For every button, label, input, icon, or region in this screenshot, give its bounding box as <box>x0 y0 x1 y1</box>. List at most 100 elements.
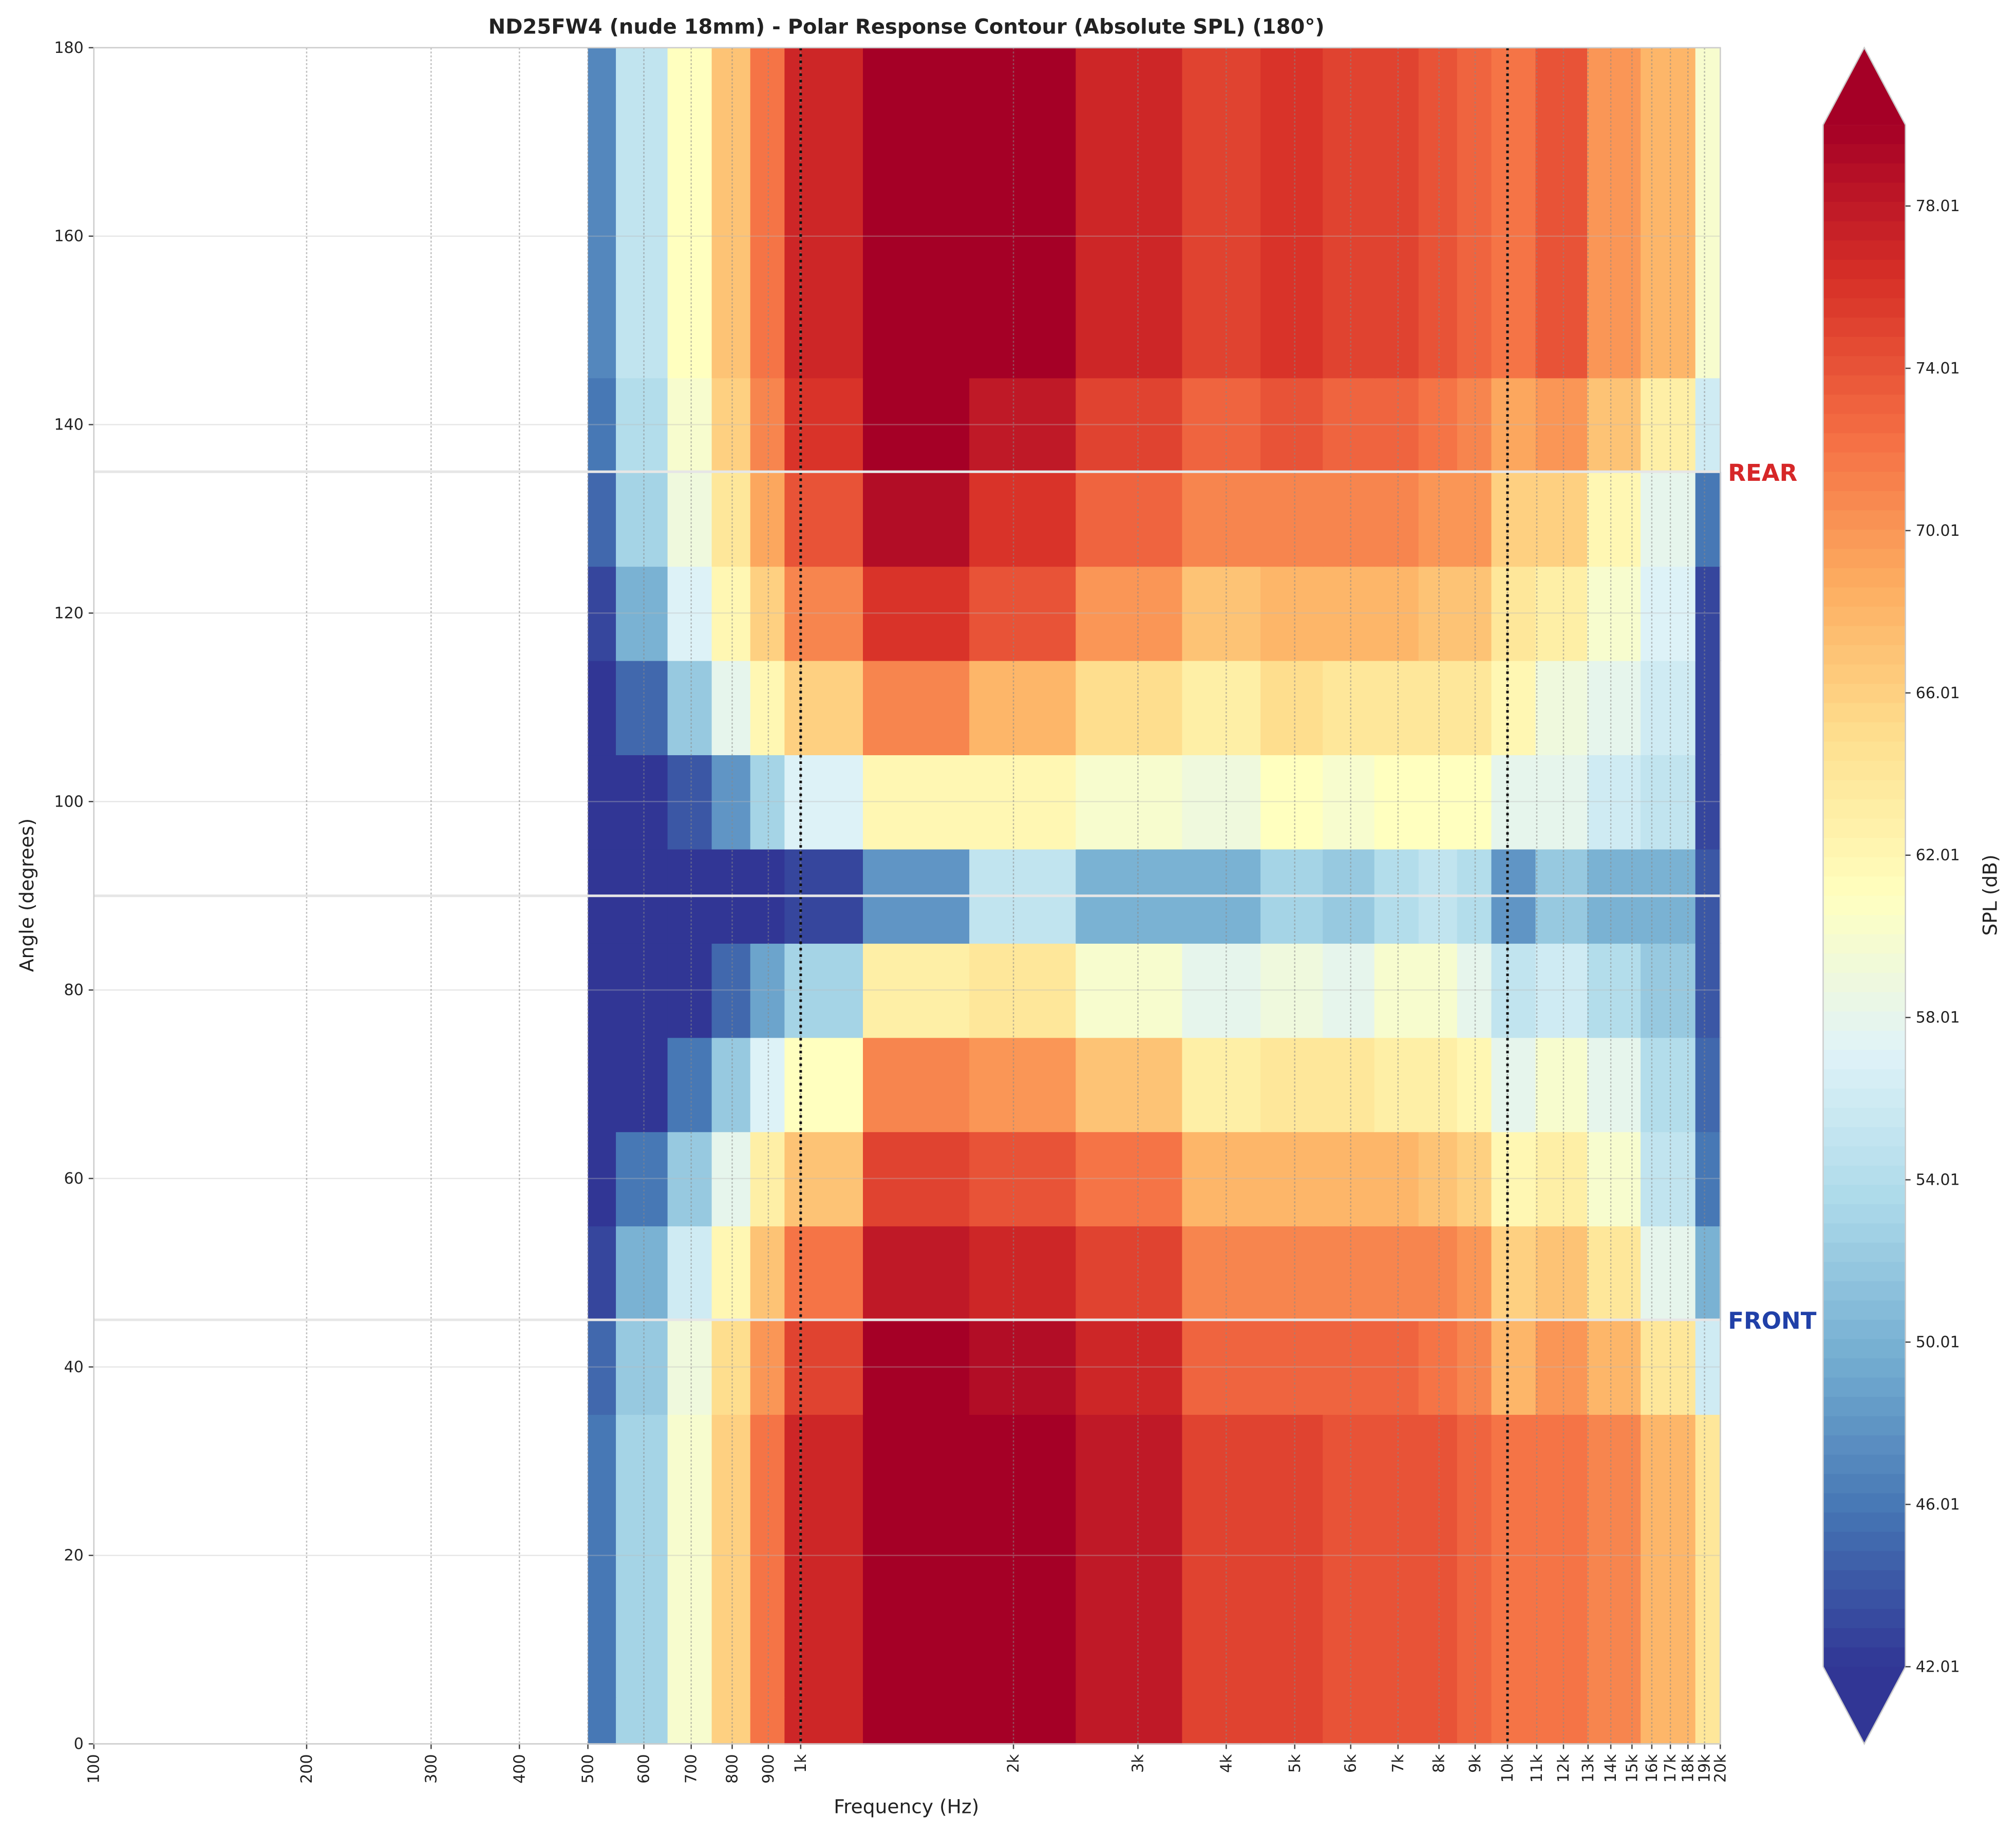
colorbar-segment <box>1823 1435 1906 1455</box>
heat-cell <box>1260 95 1324 190</box>
heat-cell <box>784 95 864 190</box>
colorbar-segment <box>1823 298 1906 319</box>
heat-cell <box>1418 472 1458 567</box>
heat-cell <box>1457 1696 1493 1745</box>
heat-cell <box>1374 1508 1420 1603</box>
heat-cell <box>1587 472 1642 567</box>
colorbar-segment <box>1823 1165 1906 1186</box>
x-tick-label: 10k <box>1499 1754 1517 1783</box>
y-tick-label: 160 <box>54 228 83 246</box>
heat-cell <box>1076 1414 1183 1509</box>
heat-cell <box>1374 95 1420 190</box>
heat-cell <box>711 283 751 379</box>
heat-cell <box>1587 47 1642 96</box>
colorbar-segment <box>1823 1589 1906 1610</box>
colorbar-segment <box>1823 818 1906 839</box>
heat-cell <box>1374 1602 1420 1698</box>
heat-cell <box>1374 1320 1420 1415</box>
heat-cell <box>1641 1320 1697 1415</box>
colorbar-segment <box>1823 741 1906 762</box>
heat-cell <box>1641 1508 1697 1603</box>
heat-cell <box>1182 1414 1261 1509</box>
heat-cell <box>711 754 751 850</box>
heat-cell <box>863 377 970 473</box>
colorbar-segment <box>1823 1088 1906 1109</box>
y-tick-label: 80 <box>64 981 84 999</box>
heat-cell <box>1260 472 1324 567</box>
heat-cell <box>1535 189 1588 284</box>
heat-cell <box>1182 95 1261 190</box>
heat-cell <box>1418 943 1458 1038</box>
colorbar-segment <box>1823 1493 1906 1513</box>
heat-cell <box>667 754 713 850</box>
heat-cell <box>1695 1696 1721 1745</box>
heat-cell <box>616 1131 669 1227</box>
heat-cell <box>1374 377 1420 473</box>
heat-cell <box>1535 943 1588 1038</box>
heat-cell <box>1323 566 1376 661</box>
heat-cell <box>1182 1131 1261 1227</box>
heat-cell <box>1535 1508 1588 1603</box>
heat-cell <box>750 1696 785 1745</box>
heat-cell <box>969 754 1077 850</box>
heat-cell <box>784 472 864 567</box>
heat-cell <box>1076 1696 1183 1745</box>
colorbar-segment <box>1823 336 1906 357</box>
heat-cell <box>1260 1696 1324 1745</box>
heat-cell <box>1535 566 1588 661</box>
heat-cell <box>588 754 617 850</box>
heat-cell <box>588 47 617 96</box>
colorbar-segment <box>1823 1146 1906 1167</box>
heat-cell <box>969 1414 1077 1509</box>
heat-cell <box>711 1414 751 1509</box>
heat-cell <box>1491 95 1536 190</box>
heat-cell <box>784 1320 864 1415</box>
heat-cell <box>863 1225 970 1321</box>
heat-cell <box>1260 1508 1324 1603</box>
heat-cell <box>1076 1508 1183 1603</box>
heat-cell <box>1323 1131 1376 1227</box>
heat-cell <box>588 95 617 190</box>
colorbar-segment <box>1823 972 1906 993</box>
heat-cell <box>863 283 970 379</box>
annotation: REAR <box>1728 459 1797 486</box>
heat-cell <box>1323 943 1376 1038</box>
heat-cell <box>1535 1602 1588 1698</box>
colorbar-segment <box>1823 857 1906 877</box>
heat-cell <box>863 95 970 190</box>
heat-cell <box>863 47 970 96</box>
colorbar-tick-label: 54.01 <box>1916 1171 1960 1189</box>
heat-cell <box>784 283 864 379</box>
heat-cell <box>1418 47 1458 96</box>
heat-cell <box>1182 1508 1261 1603</box>
heat-cell <box>1260 283 1324 379</box>
heat-cell <box>1076 943 1183 1038</box>
heat-cell <box>1641 1225 1697 1321</box>
heat-cell <box>969 472 1077 567</box>
colorbar-segment <box>1823 761 1906 781</box>
colorbar-segment <box>1823 1339 1906 1359</box>
heat-cell <box>1374 1225 1420 1321</box>
heat-cell <box>1182 1320 1261 1415</box>
heat-cell <box>1418 1037 1458 1132</box>
heat-cell <box>784 943 864 1038</box>
heat-cell <box>1418 1696 1458 1745</box>
heat-cell <box>1182 377 1261 473</box>
heat-cell <box>1641 47 1697 96</box>
heat-cell <box>667 1320 713 1415</box>
annotation: FRONT <box>1728 1307 1816 1335</box>
colorbar-segment <box>1823 953 1906 974</box>
heat-cell <box>1457 1037 1493 1132</box>
heat-cell <box>1076 47 1183 96</box>
heat-cell <box>667 1037 713 1132</box>
colorbar-segment <box>1823 1647 1906 1668</box>
heat-cell <box>784 1696 864 1745</box>
colorbar-tick-label: 46.01 <box>1916 1495 1960 1513</box>
heat-cell <box>863 1696 970 1745</box>
heat-cell <box>969 377 1077 473</box>
x-tick-label: 5k <box>1286 1754 1304 1773</box>
heat-cell <box>616 566 669 661</box>
colorbar-segment <box>1823 1300 1906 1321</box>
heat-cell <box>784 189 864 284</box>
